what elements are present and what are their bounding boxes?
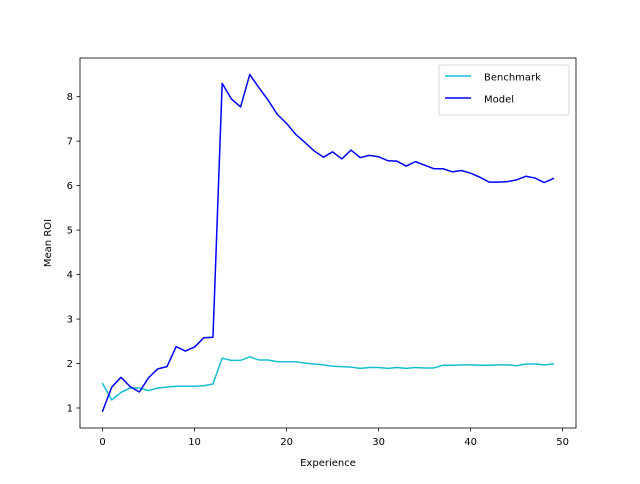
axis-ticks: 0 10 20 30 40 50 1 2 3 4 5 6 7 8 <box>67 92 569 448</box>
y-tick-label: 4 <box>67 270 73 281</box>
x-tick-label: 10 <box>188 437 201 448</box>
y-tick-label: 2 <box>67 359 73 370</box>
y-tick-label: 3 <box>67 315 73 326</box>
x-tick-label: 20 <box>280 437 293 448</box>
y-axis-label: Mean ROI <box>43 219 54 267</box>
series-line-model <box>101 73 555 413</box>
legend-label-benchmark: Benchmark <box>484 73 541 84</box>
x-tick-label: 50 <box>556 437 569 448</box>
x-tick-label: 40 <box>464 437 477 448</box>
x-tick-label: 0 <box>99 437 105 448</box>
legend: Benchmark Model <box>438 64 570 116</box>
x-tick-label: 30 <box>372 437 385 448</box>
legend-box <box>438 64 570 116</box>
plot-frame <box>79 57 577 429</box>
y-tick-label: 7 <box>67 137 73 148</box>
y-tick-label: 6 <box>67 181 73 192</box>
series-lines <box>101 73 555 413</box>
series-line-benchmark <box>101 356 555 401</box>
y-tick-label: 1 <box>67 403 73 414</box>
x-axis-label: Experience <box>300 458 356 469</box>
y-tick-label: 5 <box>67 226 73 237</box>
legend-label-model: Model <box>484 95 514 106</box>
y-tick-label: 8 <box>67 92 73 103</box>
